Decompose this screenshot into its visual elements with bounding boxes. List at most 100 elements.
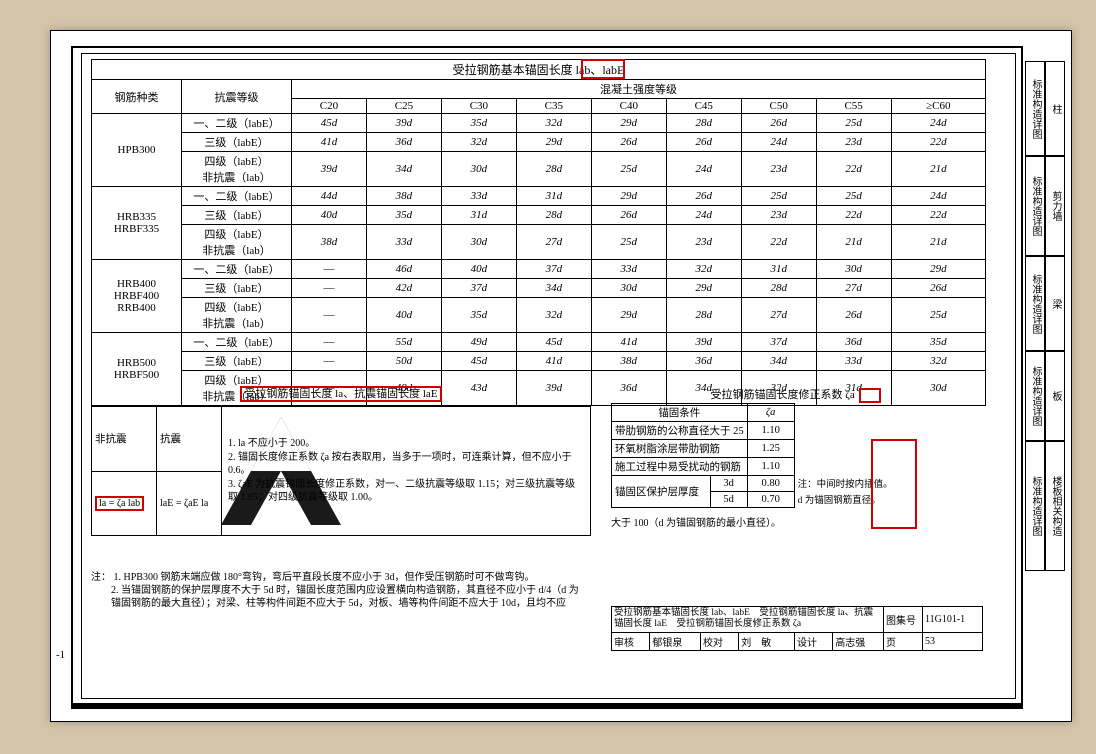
table-cell: 35d: [441, 114, 516, 133]
table-cell: 35d: [891, 333, 985, 352]
grade-header: C35: [516, 99, 591, 114]
bottom-rule: [71, 703, 1023, 709]
des: 高志强: [833, 632, 884, 650]
table-cell: —: [292, 352, 367, 371]
side-tab-detail: 标准构造详图: [1025, 351, 1045, 441]
zeta-table-wrap: 受拉钢筋锚固长度修正系数 ζa 锚固条件ζa带肋钢筋的公称直径大于 251.10…: [611, 386, 981, 529]
table-title: 受拉钢筋基本锚固长度 lab、labE: [92, 60, 986, 80]
table-cell: 32d: [891, 352, 985, 371]
seismic-level: 三级（labE）: [182, 206, 292, 225]
table-cell: 41d: [516, 352, 591, 371]
table-cell: 40d: [366, 298, 441, 333]
zeta-cond: 施工过程中易受扰动的钢筋: [612, 457, 748, 475]
grade-header: C55: [816, 99, 891, 114]
table-cell: —: [292, 333, 367, 352]
zeta-val: 1.10: [747, 421, 794, 439]
zeta-cond: 环氧树脂涂层带肋钢筋: [612, 439, 748, 457]
formula-lae: laE = ζaE la: [157, 471, 222, 536]
table-cell: 29d: [891, 260, 985, 279]
footer-block: 受拉钢筋基本锚固长度 lab、labE 受拉钢筋锚固长度 la、抗震锚固长度 l…: [611, 606, 983, 651]
table-cell: 24d: [891, 187, 985, 206]
side-tab-category: 板: [1045, 351, 1065, 441]
rev-label: 审核: [612, 632, 650, 650]
table-cell: 28d: [516, 152, 591, 187]
cover-d: 5d: [710, 491, 747, 507]
group-header: 混凝土强度等级: [292, 80, 986, 99]
table-cell: 25d: [741, 187, 816, 206]
seismic-level: 三级（labE）: [182, 352, 292, 371]
table-cell: 55d: [366, 333, 441, 352]
anchorage-table: 受拉钢筋基本锚固长度 lab、labE钢筋种类抗震等级混凝土强度等级C20C25…: [91, 59, 986, 406]
notes-block: 注： 1. HPB300 钢筋末端应做 180°弯钩，弯后平直段长度不应小于 3…: [91, 571, 581, 610]
table-cell: 26d: [666, 187, 741, 206]
des-label: 设计: [794, 632, 832, 650]
formula-title: 受拉钢筋锚固长度 la、抗震锚固长度 laE: [240, 386, 441, 402]
table-cell: 27d: [816, 279, 891, 298]
table-cell: 36d: [366, 133, 441, 152]
formula-block: 受拉钢筋锚固长度 la、抗震锚固长度 laE 非抗震 抗震 1. la 不应小于…: [91, 386, 591, 536]
cond2: 锚固长度修正系数 ζa 按右表取用，当多于一项时，可连乘计算，但不应小于 0.6…: [228, 452, 572, 477]
side-tab-detail: 标准构造详图: [1025, 61, 1045, 156]
table-cell: 42d: [366, 279, 441, 298]
table-cell: 36d: [816, 333, 891, 352]
seismic-level: 三级（labE）: [182, 279, 292, 298]
table-cell: 45d: [516, 333, 591, 352]
table-cell: 21d: [891, 225, 985, 260]
zeta-col1: 锚固条件: [612, 403, 748, 421]
table-cell: 26d: [741, 114, 816, 133]
table-cell: 29d: [591, 114, 666, 133]
side-tab-category: 柱: [1045, 61, 1065, 156]
seismic-level: 一、二级（labE）: [182, 187, 292, 206]
table-cell: 33d: [591, 260, 666, 279]
family-name: HRB335HRBF335: [92, 187, 182, 260]
seismic-level: 三级（labE）: [182, 133, 292, 152]
zeta-val: 1.10: [747, 457, 794, 475]
table-cell: 32d: [516, 298, 591, 333]
table-cell: 37d: [741, 333, 816, 352]
side-tab-category: 剪力墙: [1045, 156, 1065, 256]
table-cell: 28d: [666, 114, 741, 133]
table-cell: 38d: [292, 225, 367, 260]
table-cell: 33d: [366, 225, 441, 260]
grade-header: C25: [366, 99, 441, 114]
zeta-note2: d 为锚固钢筋直径。: [794, 491, 896, 507]
table-cell: 41d: [591, 333, 666, 352]
table-cell: 23d: [666, 225, 741, 260]
table-cell: 40d: [292, 206, 367, 225]
page-margin-number: -1: [56, 649, 65, 661]
table-cell: 31d: [741, 260, 816, 279]
table-cell: 45d: [292, 114, 367, 133]
seismic-level: 四级（labE）非抗震（lab）: [182, 152, 292, 187]
table-cell: 45d: [441, 352, 516, 371]
seismic-level: 一、二级（labE）: [182, 114, 292, 133]
side-tabs: 标准构造详图柱标准构造详图剪力墙标准构造详图梁标准构造详图板标准构造详图楼板相关…: [1025, 61, 1065, 571]
table-cell: 30d: [591, 279, 666, 298]
atlas-label: 图集号: [884, 607, 923, 633]
zeta-col2: ζa: [747, 403, 794, 421]
table-cell: 50d: [366, 352, 441, 371]
col1-header: 钢筋种类: [92, 80, 182, 114]
table-cell: 29d: [666, 279, 741, 298]
seismic-level: 一、二级（labE）: [182, 333, 292, 352]
table-cell: 24d: [891, 114, 985, 133]
table-cell: 31d: [516, 187, 591, 206]
table-cell: —: [292, 260, 367, 279]
atlas-num: 11G101-1: [923, 607, 983, 633]
cover-val: 0.80: [747, 475, 794, 491]
table-cell: 24d: [666, 152, 741, 187]
table-cell: 37d: [516, 260, 591, 279]
table-cell: 33d: [816, 352, 891, 371]
side-tab-detail: 标准构造详图: [1025, 441, 1045, 571]
table-cell: 32d: [441, 133, 516, 152]
table-cell: 21d: [816, 225, 891, 260]
cond3: ζaE 为抗震锚固长度修正系数，对一、二级抗震等级取 1.15；对三级抗震等级取…: [228, 479, 575, 504]
main-table-wrap: 受拉钢筋基本锚固长度 lab、labE钢筋种类抗震等级混凝土强度等级C20C25…: [91, 59, 986, 406]
table-cell: 39d: [366, 114, 441, 133]
seismic-level: 四级（labE）非抗震（lab）: [182, 225, 292, 260]
table-cell: 30d: [816, 260, 891, 279]
zeta-title: 受拉钢筋锚固长度修正系数 ζa: [711, 389, 855, 401]
table-cell: 25d: [816, 187, 891, 206]
table-cell: 28d: [666, 298, 741, 333]
seismic-level: 一、二级（labE）: [182, 260, 292, 279]
family-name: HPB300: [92, 114, 182, 187]
